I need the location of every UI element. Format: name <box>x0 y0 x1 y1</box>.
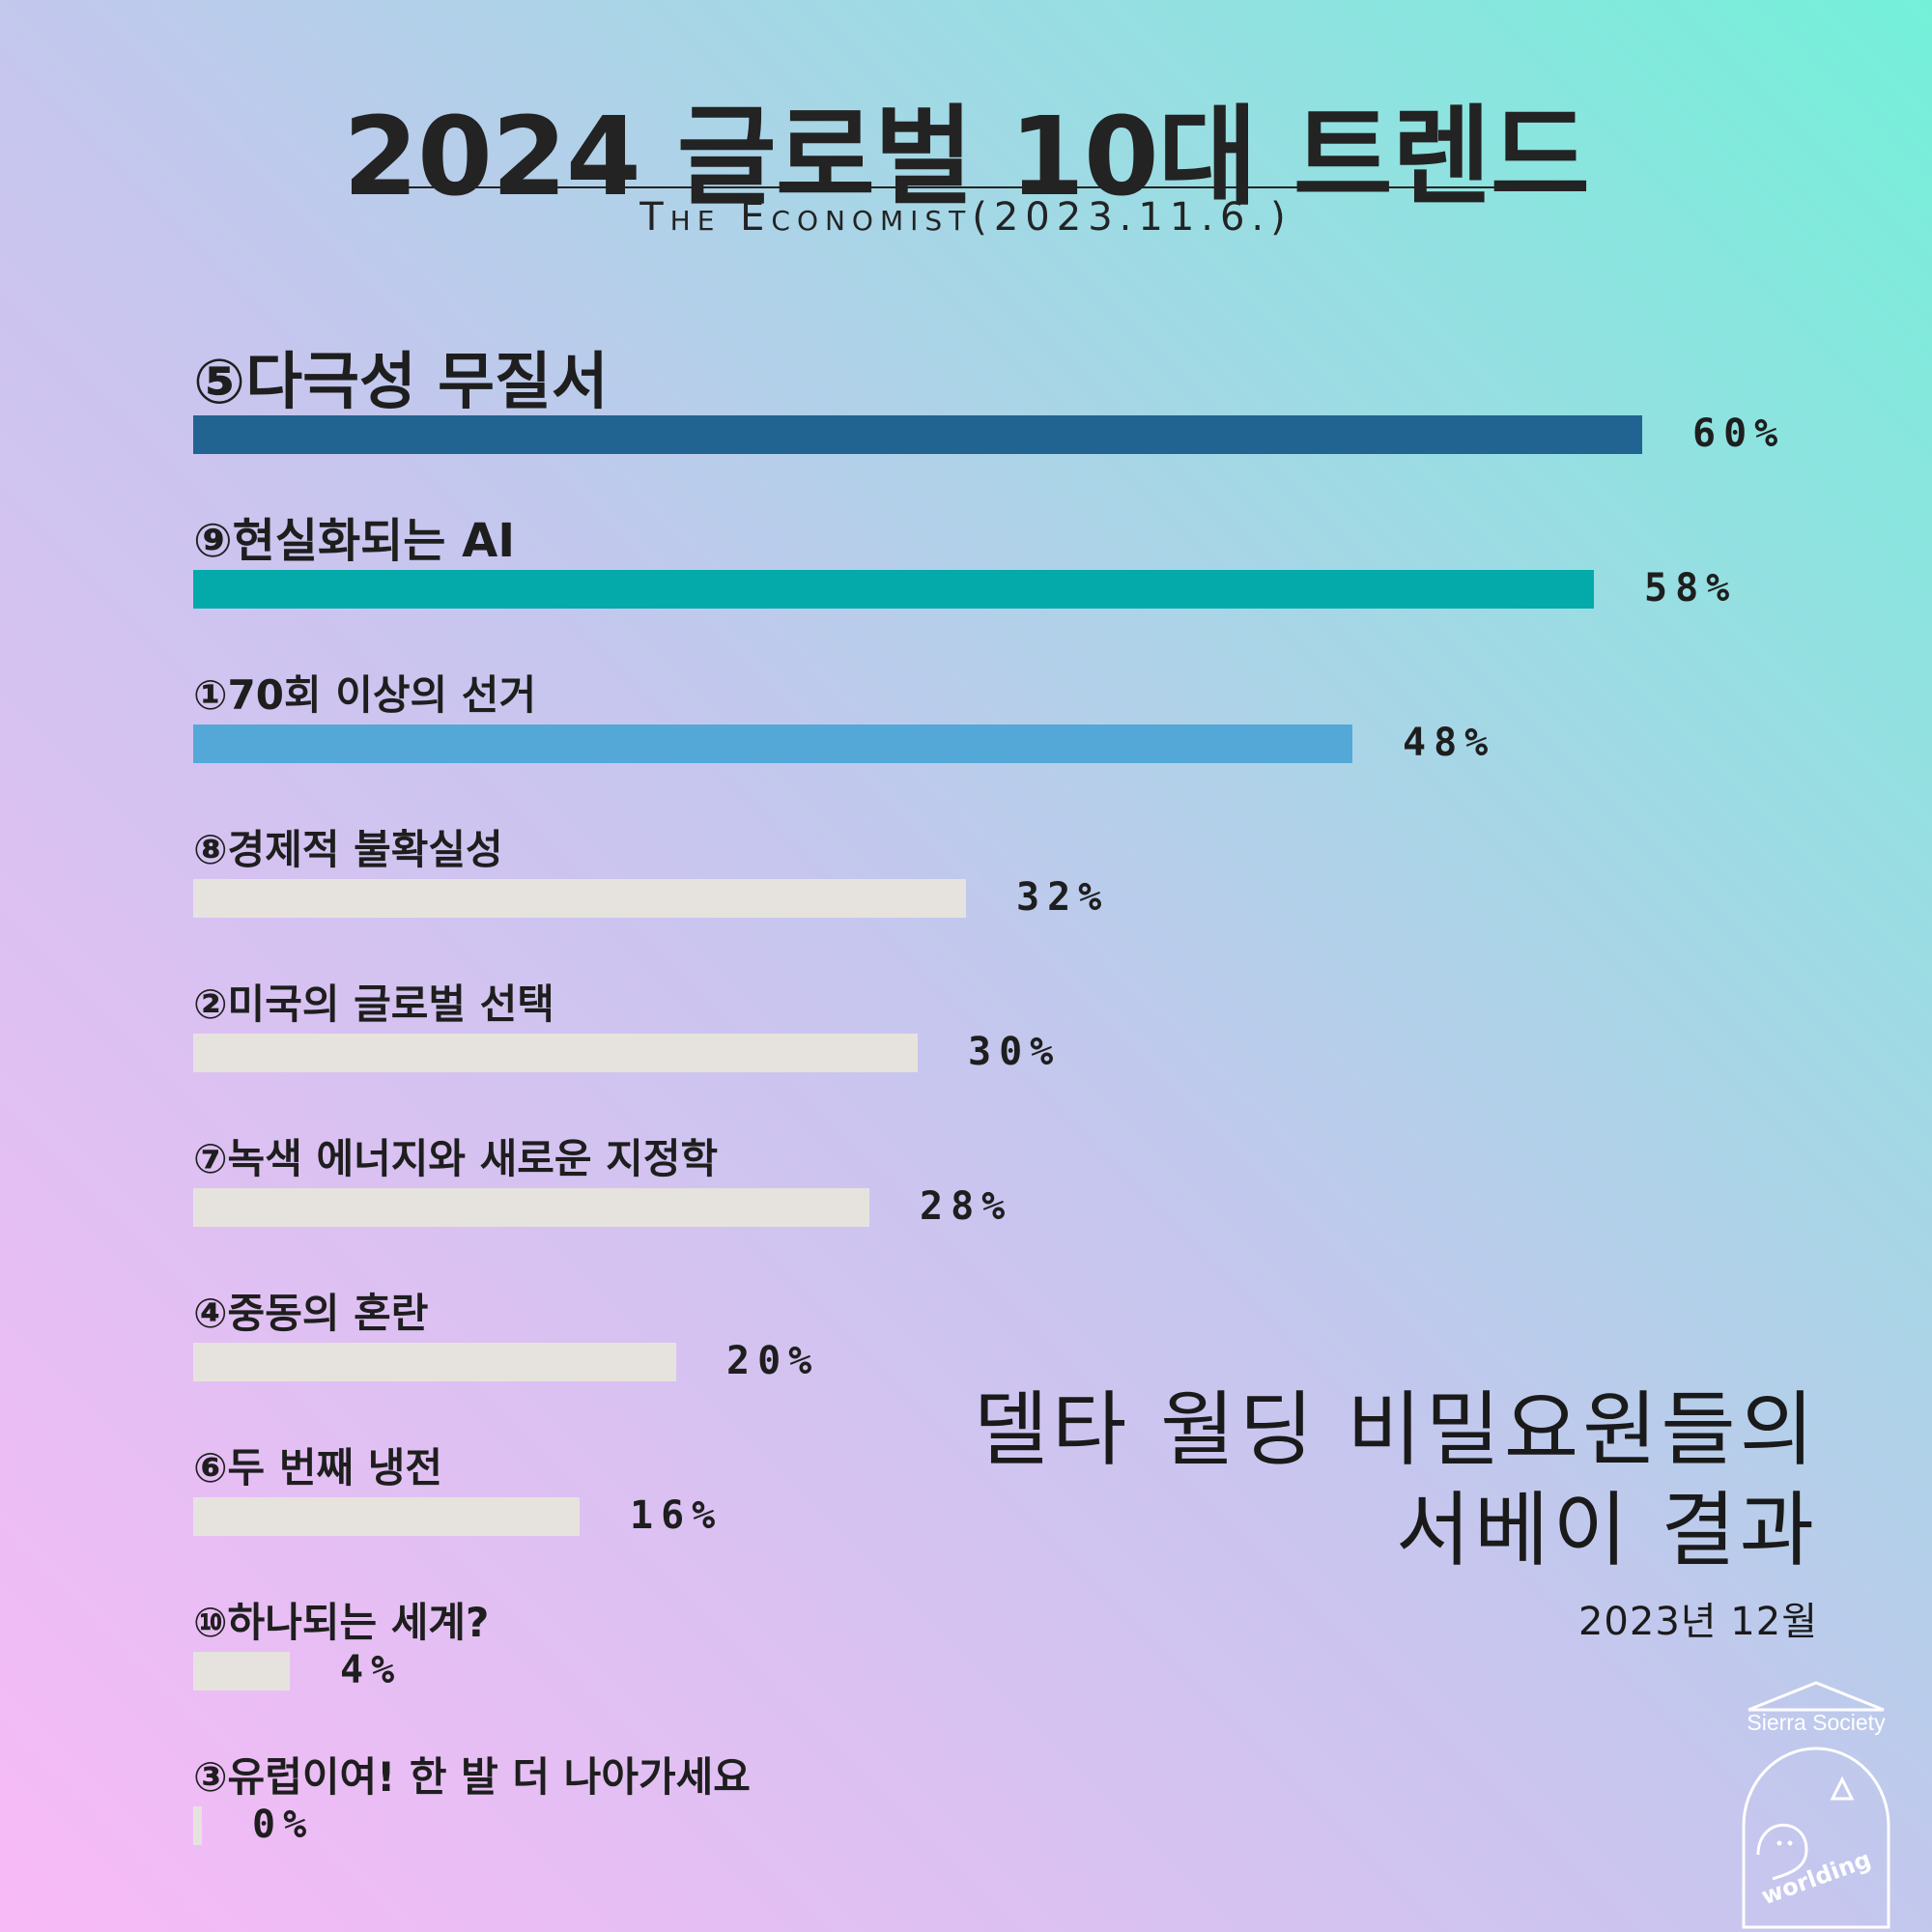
bar <box>193 1034 918 1072</box>
bar <box>193 1188 869 1227</box>
page-subtitle: The Economist(2023.11.6.) <box>639 195 1293 240</box>
bar <box>193 1343 676 1381</box>
sierra-society-logo: Sierra Society worlding <box>1729 1681 1903 1932</box>
bar <box>193 415 1642 454</box>
bar <box>193 1652 290 1690</box>
title-underline <box>408 186 1524 188</box>
value-label: 4% <box>340 1648 403 1692</box>
category-label: ⑩하나되는 세계? <box>193 1599 490 1646</box>
category-label: ⑦녹색 에너지와 새로운 지정학 <box>193 1135 719 1182</box>
bar <box>193 1497 580 1536</box>
bar <box>193 879 966 918</box>
value-label: 30% <box>968 1030 1062 1074</box>
page-title: 2024 글로벌 10대 트렌드 <box>343 95 1590 220</box>
bar <box>193 570 1594 609</box>
category-label: ⑨현실화되는 AI <box>193 514 516 568</box>
survey-note: 델타 월딩 비밀요원들의 서베이 결과 2023년 12월 <box>974 1379 1818 1646</box>
category-label: ⑧경제적 불확실성 <box>193 826 503 873</box>
category-label: ②미국의 글로벌 선택 <box>193 980 554 1028</box>
survey-note-line-1: 델타 월딩 비밀요원들의 <box>973 1382 1818 1477</box>
value-label: 58% <box>1644 566 1738 611</box>
category-label: ⑥두 번째 냉전 <box>193 1444 443 1492</box>
value-label: 20% <box>726 1339 820 1383</box>
category-label: ③유럽이여! 한 발 더 나아가세요 <box>193 1753 751 1801</box>
value-label: 60% <box>1692 412 1786 456</box>
value-label: 32% <box>1016 875 1110 920</box>
category-label: ⑤다극성 무질서 <box>193 347 609 418</box>
value-label: 48% <box>1403 721 1496 765</box>
sierra-society-logo-icon <box>1742 1681 1890 1929</box>
value-label: 16% <box>630 1493 724 1538</box>
bar <box>193 1806 202 1845</box>
value-label: 0% <box>252 1803 315 1847</box>
survey-note-line-2: 서베이 결과 <box>1395 1483 1818 1577</box>
value-label: 28% <box>920 1184 1013 1229</box>
logo-text: Sierra Society <box>1747 1710 1886 1735</box>
category-label: ①70회 이상의 선거 <box>193 671 537 719</box>
bar <box>193 724 1352 763</box>
category-label: ④중동의 혼란 <box>193 1290 429 1337</box>
survey-date: 2023년 12월 <box>1577 1600 1818 1644</box>
